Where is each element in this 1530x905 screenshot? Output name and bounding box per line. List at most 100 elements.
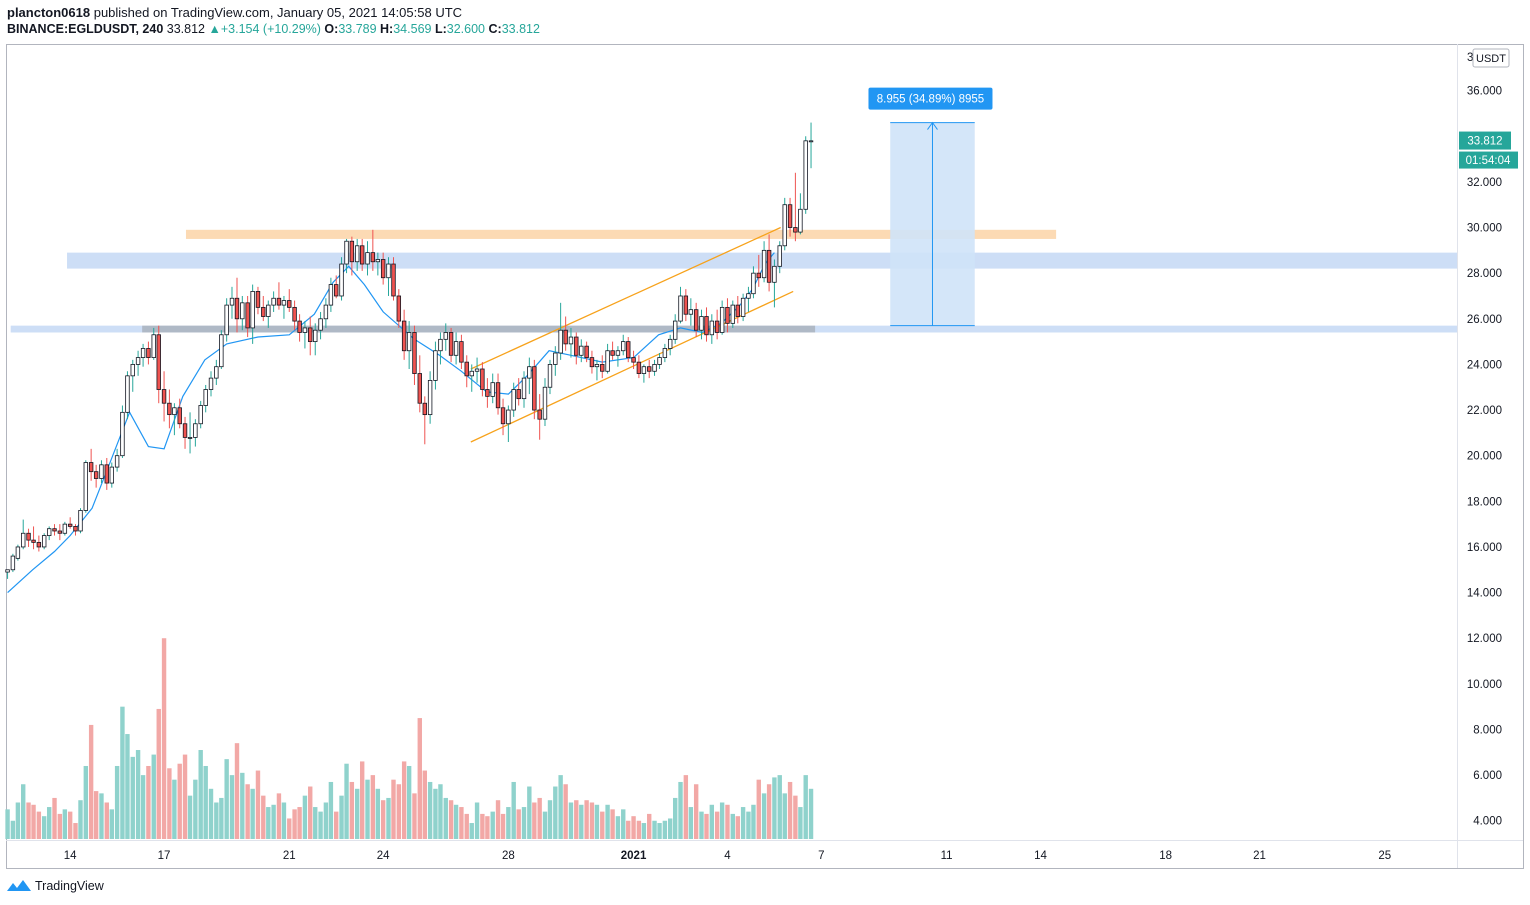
volume-bar	[615, 816, 621, 839]
candle	[224, 298, 229, 342]
candle-body	[730, 304, 735, 324]
candle	[516, 378, 521, 406]
volume-bar	[751, 804, 756, 839]
volume-bar	[328, 781, 334, 839]
candle	[787, 197, 793, 237]
candle-body	[245, 302, 250, 329]
candle	[485, 378, 490, 408]
candle-body	[464, 361, 469, 377]
time-tick-label: 11	[941, 850, 953, 862]
change-arrow-icon: ▲	[208, 22, 221, 36]
candle	[114, 448, 120, 472]
volume-bar	[547, 800, 553, 839]
volume-bar	[417, 718, 422, 839]
candle-body	[62, 523, 68, 534]
price-tick-label: 36.000	[1467, 86, 1502, 98]
candle	[334, 275, 339, 299]
candle-body	[240, 302, 245, 320]
currency-button[interactable]	[1472, 48, 1510, 68]
volume-bar	[224, 759, 229, 839]
candle-body	[120, 411, 125, 457]
candle	[245, 295, 250, 338]
zone-support-blue-lower[interactable]	[10, 325, 1458, 333]
zone-resistance-orange[interactable]	[185, 229, 1057, 239]
candle-body	[380, 259, 386, 279]
measure-label: 8.955 (34.89%) 8955	[877, 94, 984, 106]
volume-bar	[339, 795, 344, 839]
candle	[725, 298, 730, 333]
publisher-name[interactable]: plancton0618	[7, 5, 91, 20]
candle	[193, 419, 198, 447]
candle-body	[490, 382, 495, 397]
price-tick-label: 24.000	[1467, 359, 1502, 371]
candle-body	[547, 364, 553, 388]
channel-upper-line[interactable]	[470, 226, 781, 370]
candle-body	[255, 291, 261, 308]
volume-bar	[532, 802, 537, 839]
candle	[328, 277, 334, 312]
volume-bar	[287, 818, 292, 839]
candle	[746, 286, 751, 312]
candle	[537, 394, 542, 440]
candle-body	[480, 368, 485, 390]
volume-bar	[365, 779, 370, 839]
volume-bar	[464, 813, 469, 839]
candle-body	[271, 297, 276, 306]
time-tick-label: 2021	[621, 850, 647, 862]
volume-bar	[766, 784, 772, 839]
volume-bar	[579, 804, 584, 839]
candle	[135, 350, 141, 376]
volume-bar	[318, 811, 323, 839]
candle	[26, 528, 31, 547]
candle-body	[109, 466, 114, 484]
volume-bar	[182, 754, 188, 839]
tradingview-brand[interactable]: TradingView	[7, 879, 104, 893]
price-change: +3.154 (+10.29%)	[220, 22, 321, 36]
volume-bar	[422, 770, 427, 839]
candle	[93, 464, 99, 488]
zone-resistance-gray[interactable]	[142, 325, 816, 333]
candle-body	[266, 304, 271, 317]
candle	[766, 234, 772, 292]
candle-body	[474, 368, 480, 372]
candle-body	[699, 316, 704, 331]
volume-bar	[621, 809, 626, 839]
time-tick-label: 17	[158, 850, 171, 862]
volume-bar	[568, 802, 574, 839]
candle-body	[433, 350, 438, 381]
volume-bar	[344, 763, 349, 839]
candle-body	[292, 306, 297, 322]
candle-body	[391, 263, 396, 297]
candle	[313, 323, 318, 356]
volume-bar	[693, 784, 699, 839]
volume-bar	[359, 761, 365, 839]
candle-body	[386, 263, 391, 279]
candle-body	[10, 555, 16, 571]
symbol-legend: BINANCE:EGLDUSDT, 240 33.812 ▲+3.154 (+1…	[7, 22, 540, 36]
candle	[250, 284, 255, 344]
candle	[41, 533, 47, 550]
volume-bar	[120, 706, 125, 839]
volume-bar	[31, 804, 36, 839]
candle	[657, 353, 662, 369]
volume-bar	[542, 811, 548, 839]
candle-body	[516, 389, 521, 400]
currency-label[interactable]: USDT	[1476, 53, 1506, 65]
time-tick-label: 18	[1159, 850, 1172, 862]
volume-bar	[427, 781, 433, 839]
volume-bar	[605, 804, 610, 839]
candle-body	[146, 348, 151, 358]
candle	[699, 309, 704, 340]
volume-bar	[354, 788, 360, 839]
candle	[803, 136, 808, 214]
candle	[433, 341, 438, 390]
candle	[57, 524, 63, 541]
candle-body	[21, 532, 26, 548]
candle-body	[203, 389, 208, 406]
candle-body	[506, 409, 511, 425]
candle	[527, 357, 532, 395]
volume-bar	[699, 811, 704, 839]
candle-body	[99, 464, 104, 479]
candle-body	[313, 329, 318, 343]
